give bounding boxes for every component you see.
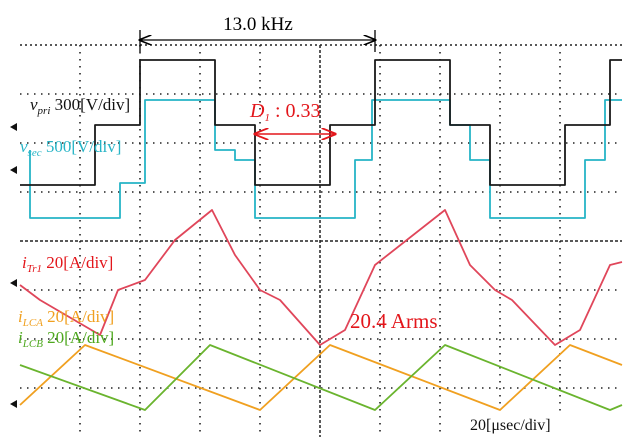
subscript: pri (37, 105, 51, 117)
scale: 20[A/div] (43, 328, 114, 347)
scale: 500[V/div] (42, 137, 122, 156)
scale: 20[A/div] (42, 253, 113, 272)
duty-label: D1 : 0.33 (249, 100, 321, 124)
subscript: LCB (22, 338, 43, 350)
channel-label: iLCB 20[A/div] (18, 328, 114, 350)
rms-annotation: 20.4 Arms (350, 309, 438, 333)
duty-value: : 0.33 (270, 100, 321, 122)
subscript: sec (28, 147, 42, 159)
scale: 300[V/div] (50, 95, 130, 114)
duty-symbol: D (249, 100, 265, 122)
frequency: 13.0 kHz (223, 14, 293, 35)
channel-label: iTr1 20[A/div] (22, 253, 113, 275)
channel-label: iLCA 20[A/div] (18, 307, 114, 329)
subscript: LCA (22, 317, 43, 329)
subscript: Tr1 (27, 263, 42, 275)
timebase: 20[μsec/div] (470, 417, 551, 434)
channel-label: vpri 300[V/div] (30, 95, 130, 117)
scale: 20[A/div] (43, 307, 114, 326)
channel-markers (10, 123, 17, 408)
scope-figure: 13.0 kHz D1 : 0.33 vpri 300[V/div] vsec … (0, 0, 624, 437)
v-pri-wave (20, 60, 622, 185)
v-sec-wave (30, 100, 622, 218)
i-lca-wave (20, 345, 622, 410)
channel-label: vsec 500[V/div] (20, 137, 121, 159)
